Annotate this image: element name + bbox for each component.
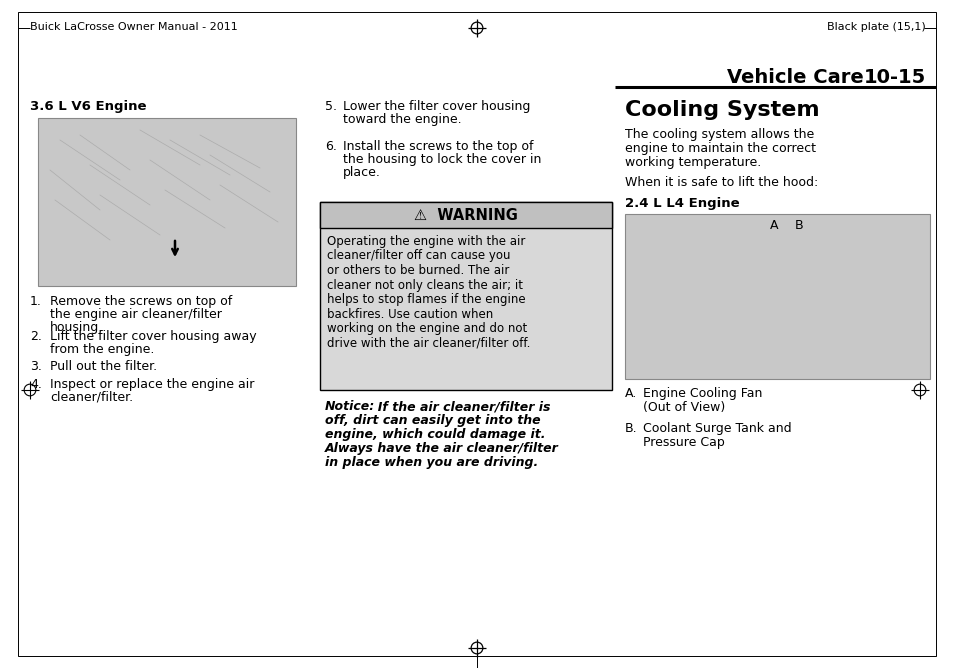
Text: or others to be burned. The air: or others to be burned. The air <box>327 264 509 277</box>
Bar <box>319 202 612 390</box>
Bar <box>38 118 295 286</box>
Text: Inspect or replace the engine air: Inspect or replace the engine air <box>50 378 254 391</box>
Text: Always have the air cleaner/filter: Always have the air cleaner/filter <box>325 442 558 455</box>
Text: 5.: 5. <box>325 100 336 113</box>
Text: Vehicle Care: Vehicle Care <box>726 68 862 87</box>
Text: the engine air cleaner/filter: the engine air cleaner/filter <box>50 308 222 321</box>
Text: 2.: 2. <box>30 330 42 343</box>
Text: 3.6 L V6 Engine: 3.6 L V6 Engine <box>30 100 147 113</box>
Text: 2.4 L L4 Engine: 2.4 L L4 Engine <box>624 197 739 210</box>
Text: Install the screws to the top of: Install the screws to the top of <box>343 140 533 153</box>
Text: B: B <box>794 219 802 232</box>
Text: off, dirt can easily get into the: off, dirt can easily get into the <box>325 414 540 427</box>
Text: Lift the filter cover housing away: Lift the filter cover housing away <box>50 330 256 343</box>
Text: backfires. Use caution when: backfires. Use caution when <box>327 307 493 321</box>
Text: If the air cleaner/filter is: If the air cleaner/filter is <box>369 400 550 413</box>
Text: cleaner/filter.: cleaner/filter. <box>50 391 133 404</box>
Text: Cooling System: Cooling System <box>624 100 819 120</box>
Text: Coolant Surge Tank and: Coolant Surge Tank and <box>642 422 791 435</box>
Text: Notice:: Notice: <box>325 400 375 413</box>
Text: B.: B. <box>624 422 637 435</box>
Text: (Out of View): (Out of View) <box>642 401 724 414</box>
Text: in place when you are driving.: in place when you are driving. <box>325 456 537 469</box>
Text: Operating the engine with the air: Operating the engine with the air <box>327 235 525 248</box>
Text: from the engine.: from the engine. <box>50 343 154 356</box>
Text: working on the engine and do not: working on the engine and do not <box>327 322 527 335</box>
Text: engine to maintain the correct: engine to maintain the correct <box>624 142 815 155</box>
Text: The cooling system allows the: The cooling system allows the <box>624 128 814 141</box>
Text: drive with the air cleaner/filter off.: drive with the air cleaner/filter off. <box>327 337 530 349</box>
Text: Engine Cooling Fan: Engine Cooling Fan <box>642 387 761 400</box>
Text: When it is safe to lift the hood:: When it is safe to lift the hood: <box>624 176 818 189</box>
Text: the housing to lock the cover in: the housing to lock the cover in <box>343 153 540 166</box>
Text: Black plate (15,1): Black plate (15,1) <box>826 22 925 32</box>
Text: cleaner/filter off can cause you: cleaner/filter off can cause you <box>327 250 510 263</box>
Text: Lower the filter cover housing: Lower the filter cover housing <box>343 100 530 113</box>
Text: helps to stop flames if the engine: helps to stop flames if the engine <box>327 293 525 306</box>
Text: Remove the screws on top of: Remove the screws on top of <box>50 295 232 308</box>
Text: 6.: 6. <box>325 140 336 153</box>
Text: housing.: housing. <box>50 321 103 334</box>
Text: Pull out the filter.: Pull out the filter. <box>50 360 157 373</box>
Text: A: A <box>769 219 778 232</box>
Bar <box>319 202 612 228</box>
Text: Buick LaCrosse Owner Manual - 2011: Buick LaCrosse Owner Manual - 2011 <box>30 22 237 32</box>
Text: 1.: 1. <box>30 295 42 308</box>
Text: cleaner not only cleans the air; it: cleaner not only cleans the air; it <box>327 279 522 291</box>
Text: 3.: 3. <box>30 360 42 373</box>
Text: engine, which could damage it.: engine, which could damage it. <box>325 428 545 441</box>
Bar <box>624 214 929 379</box>
Text: working temperature.: working temperature. <box>624 156 760 169</box>
Text: ⚠  WARNING: ⚠ WARNING <box>414 208 517 222</box>
Text: 10-15: 10-15 <box>862 68 925 87</box>
Text: A.: A. <box>624 387 637 400</box>
Text: toward the engine.: toward the engine. <box>343 113 461 126</box>
Text: Pressure Cap: Pressure Cap <box>642 436 724 449</box>
Text: place.: place. <box>343 166 380 179</box>
Text: 4.: 4. <box>30 378 42 391</box>
